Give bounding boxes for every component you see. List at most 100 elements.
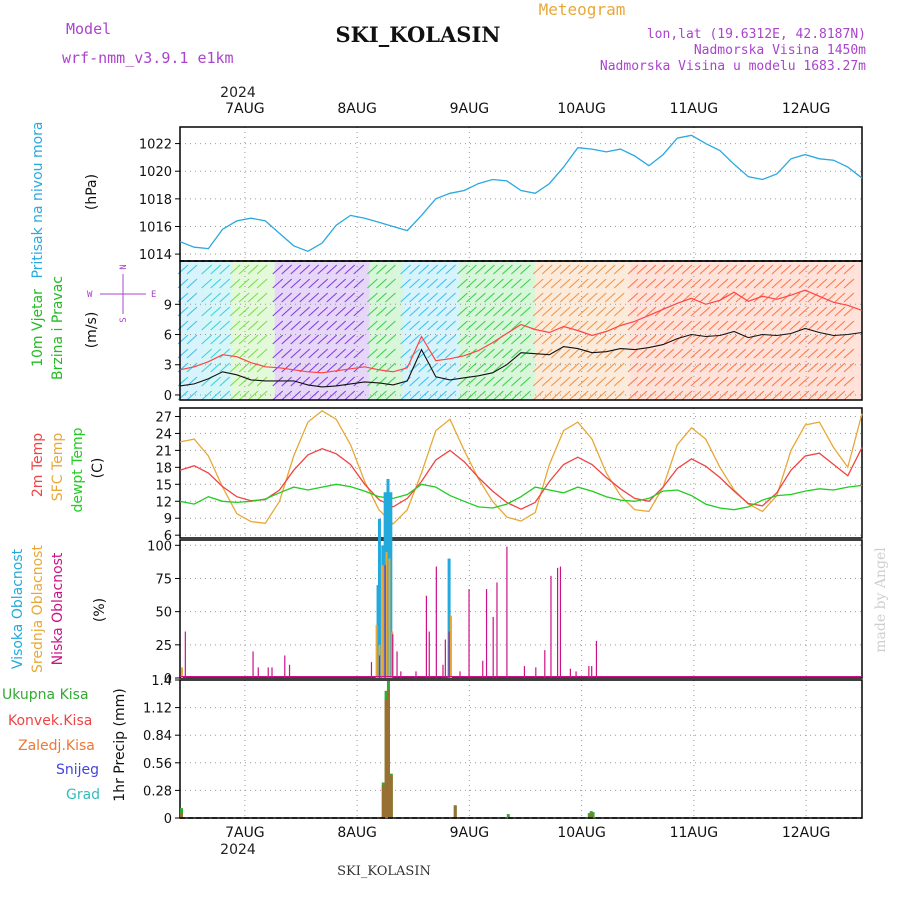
- wind-barb: [272, 376, 284, 387]
- wind-barb: [281, 320, 293, 331]
- wind-barb: [493, 362, 504, 373]
- wind-barb: [559, 390, 571, 401]
- wind-barb: [654, 278, 666, 289]
- wind-barb: [568, 348, 580, 359]
- wind-barb: [335, 390, 347, 401]
- wind-barb: [475, 264, 486, 275]
- wind-barb: [466, 320, 477, 331]
- wind-barb: [577, 278, 589, 289]
- cloud-bar: [442, 664, 444, 678]
- wind-barb: [807, 334, 819, 345]
- wind-band: [203, 261, 233, 400]
- wind-barb: [604, 362, 616, 373]
- wind-barb: [229, 390, 241, 401]
- wind-barb: [595, 292, 607, 303]
- wind-barb: [532, 334, 544, 345]
- wind-barb: [385, 390, 396, 401]
- wind-barb: [210, 320, 222, 331]
- wind-barb: [445, 320, 456, 331]
- wind-barb: [559, 292, 571, 303]
- precip-panel: 0 0.28 0.56 0.84 1.12 1.4: [143, 674, 863, 827]
- wind-barb: [475, 306, 486, 317]
- wind-barb: [699, 390, 711, 401]
- wind-barb: [400, 292, 411, 303]
- wind-barb: [326, 334, 338, 345]
- wind-barb: [816, 348, 828, 359]
- ytick-label: 0.84: [143, 729, 172, 744]
- wind-barb: [367, 390, 378, 401]
- wind-barb: [753, 362, 765, 373]
- wind-barb: [281, 376, 293, 387]
- wind-barb: [532, 320, 544, 331]
- wind-barb: [210, 348, 222, 359]
- wind-barb: [466, 334, 477, 345]
- wind-barb: [568, 292, 580, 303]
- wind-barb: [595, 376, 607, 387]
- cloud-bar: [378, 655, 381, 678]
- wind-barb: [636, 376, 648, 387]
- cloud-bar: [492, 616, 494, 678]
- wind-barb: [247, 390, 259, 401]
- wind-barb: [511, 292, 522, 303]
- wind-barb: [744, 278, 756, 289]
- wind-band: [402, 261, 460, 400]
- wind-barb: [353, 376, 365, 387]
- wind-barb: [186, 348, 198, 359]
- wind-barb: [229, 362, 241, 373]
- wind-barb: [807, 390, 819, 401]
- wind-band: [180, 261, 204, 400]
- wind-barb: [672, 320, 684, 331]
- wind-barb: [717, 348, 729, 359]
- wind-barb: [699, 320, 711, 331]
- wind-barb: [317, 390, 329, 401]
- wind-barb: [762, 376, 774, 387]
- ytick-label: 1020: [139, 165, 172, 180]
- wind-barb: [201, 390, 213, 401]
- wind-barb: [219, 362, 231, 373]
- wind-barb: [744, 390, 756, 401]
- wind-barb: [385, 320, 396, 331]
- wind-barb: [409, 264, 420, 275]
- wind-barb: [753, 278, 765, 289]
- wind-barb: [445, 348, 456, 359]
- wind-barb: [771, 334, 783, 345]
- wind-barb: [541, 278, 553, 289]
- wind-barb: [595, 278, 607, 289]
- wind-barb: [466, 278, 477, 289]
- wind-barb: [493, 292, 504, 303]
- panel-frame: [179, 407, 863, 539]
- wind-barb: [376, 334, 387, 345]
- wind-barb: [771, 292, 783, 303]
- wind-barb: [409, 376, 420, 387]
- wind-barb: [229, 376, 241, 387]
- wind-barb: [281, 278, 293, 289]
- wind-barb: [484, 334, 495, 345]
- wind-barb: [586, 278, 598, 289]
- wind-barb: [807, 264, 819, 275]
- cloud-ylabel-1: Visoka Oblacnost: [10, 548, 26, 669]
- wind-barb: [427, 320, 438, 331]
- wind-barb: [376, 264, 387, 275]
- wind-barb: [780, 278, 792, 289]
- wind-barb: [290, 390, 302, 401]
- wind-barb: [186, 390, 198, 401]
- cloud-bar: [375, 624, 378, 678]
- cloud-ylabel-3: Niska Oblacnost: [50, 552, 66, 665]
- wind-barb: [532, 264, 544, 275]
- wind-barb: [353, 292, 365, 303]
- wind-barb: [735, 320, 747, 331]
- wind-barb: [427, 376, 438, 387]
- wind-barb: [281, 306, 293, 317]
- ytick-label: 0: [164, 812, 172, 827]
- wind-barb: [807, 306, 819, 317]
- wind-barb: [699, 348, 711, 359]
- wind-barb: [708, 362, 720, 373]
- footer-title: SKI_KOLASIN: [337, 864, 431, 879]
- wind-barb: [577, 334, 589, 345]
- wind-barb: [272, 320, 284, 331]
- wind-barb: [726, 334, 738, 345]
- wind-barb: [726, 320, 738, 331]
- wind-barb: [272, 390, 284, 401]
- wind-barb: [604, 376, 616, 387]
- wind-barb: [502, 376, 513, 387]
